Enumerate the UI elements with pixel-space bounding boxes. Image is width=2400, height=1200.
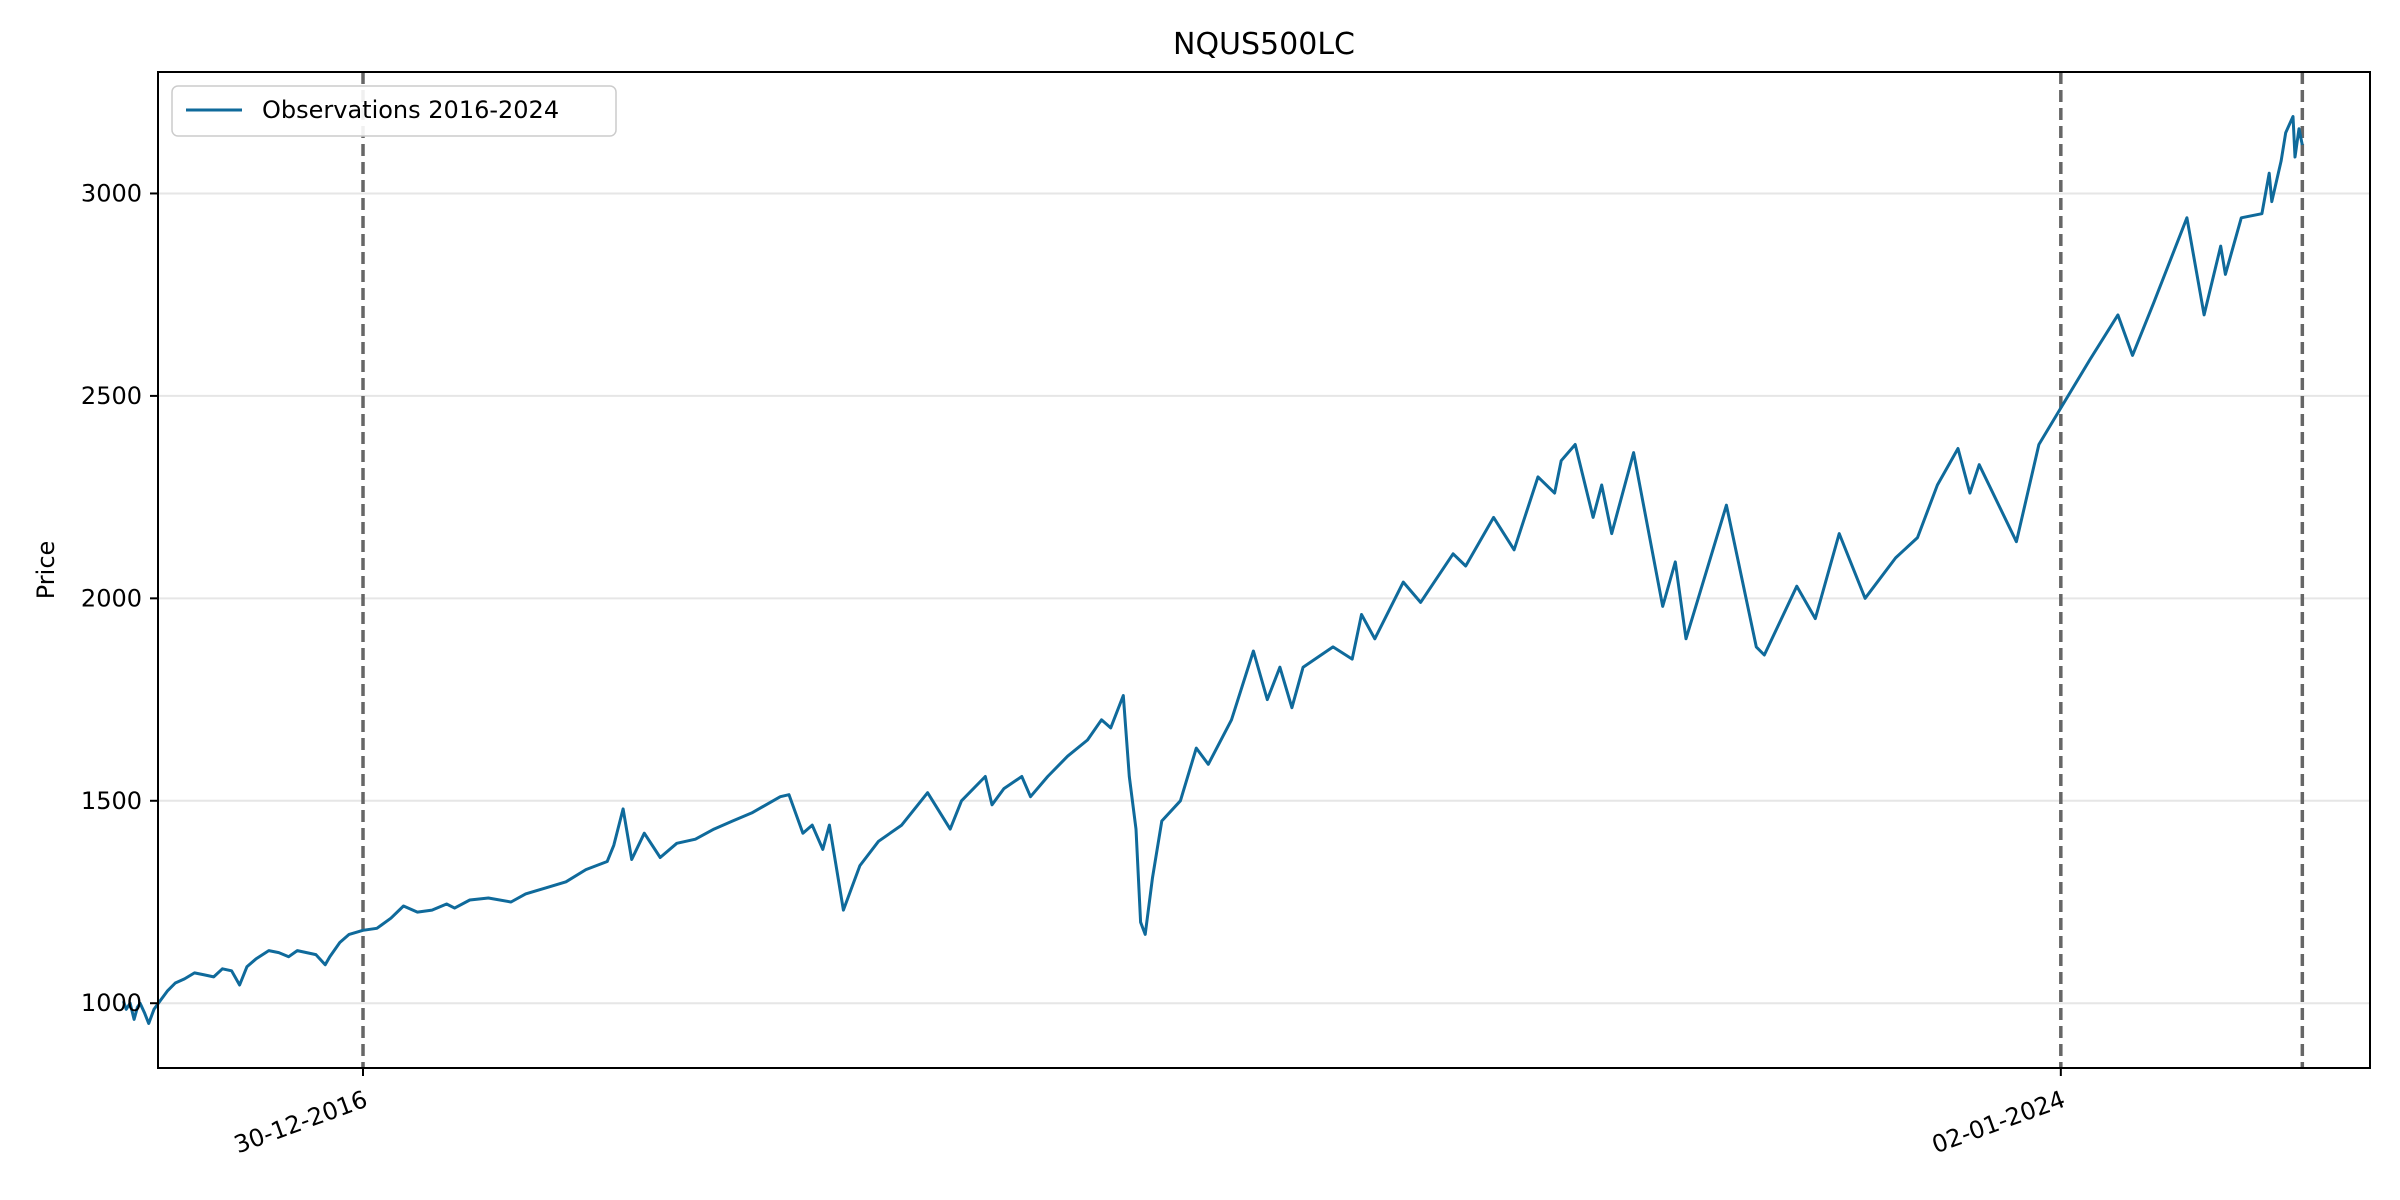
reference-lines	[361, 72, 2305, 1068]
y-tick-label: 2500	[81, 382, 142, 410]
x-tick-label: 02-01-2024	[1928, 1085, 2069, 1159]
y-tick-label: 1000	[81, 989, 142, 1017]
y-tick-label: 1500	[81, 787, 142, 815]
y-axis: 1000 1500 2000 2500 3000	[81, 179, 158, 1017]
x-tick-label: 30-12-2016	[230, 1085, 371, 1159]
y-tick-label: 2000	[81, 584, 142, 612]
legend-entry-observations: Observations 2016-2024	[262, 96, 559, 124]
legend-box	[171, 85, 617, 137]
plot-frame	[157, 71, 2371, 1069]
gridlines	[158, 192, 2370, 1005]
series-layer	[122, 115, 2304, 1025]
legend[interactable]: Observations 2016-2024	[171, 85, 617, 137]
y-tick-label: 3000	[81, 179, 142, 207]
y-axis-label: Price	[32, 541, 60, 600]
x-axis: 30-12-2016 02-01-2024	[230, 1068, 2069, 1159]
series-line-observations	[122, 115, 2304, 1025]
chart-title: NQUS500LC	[1173, 27, 1355, 62]
